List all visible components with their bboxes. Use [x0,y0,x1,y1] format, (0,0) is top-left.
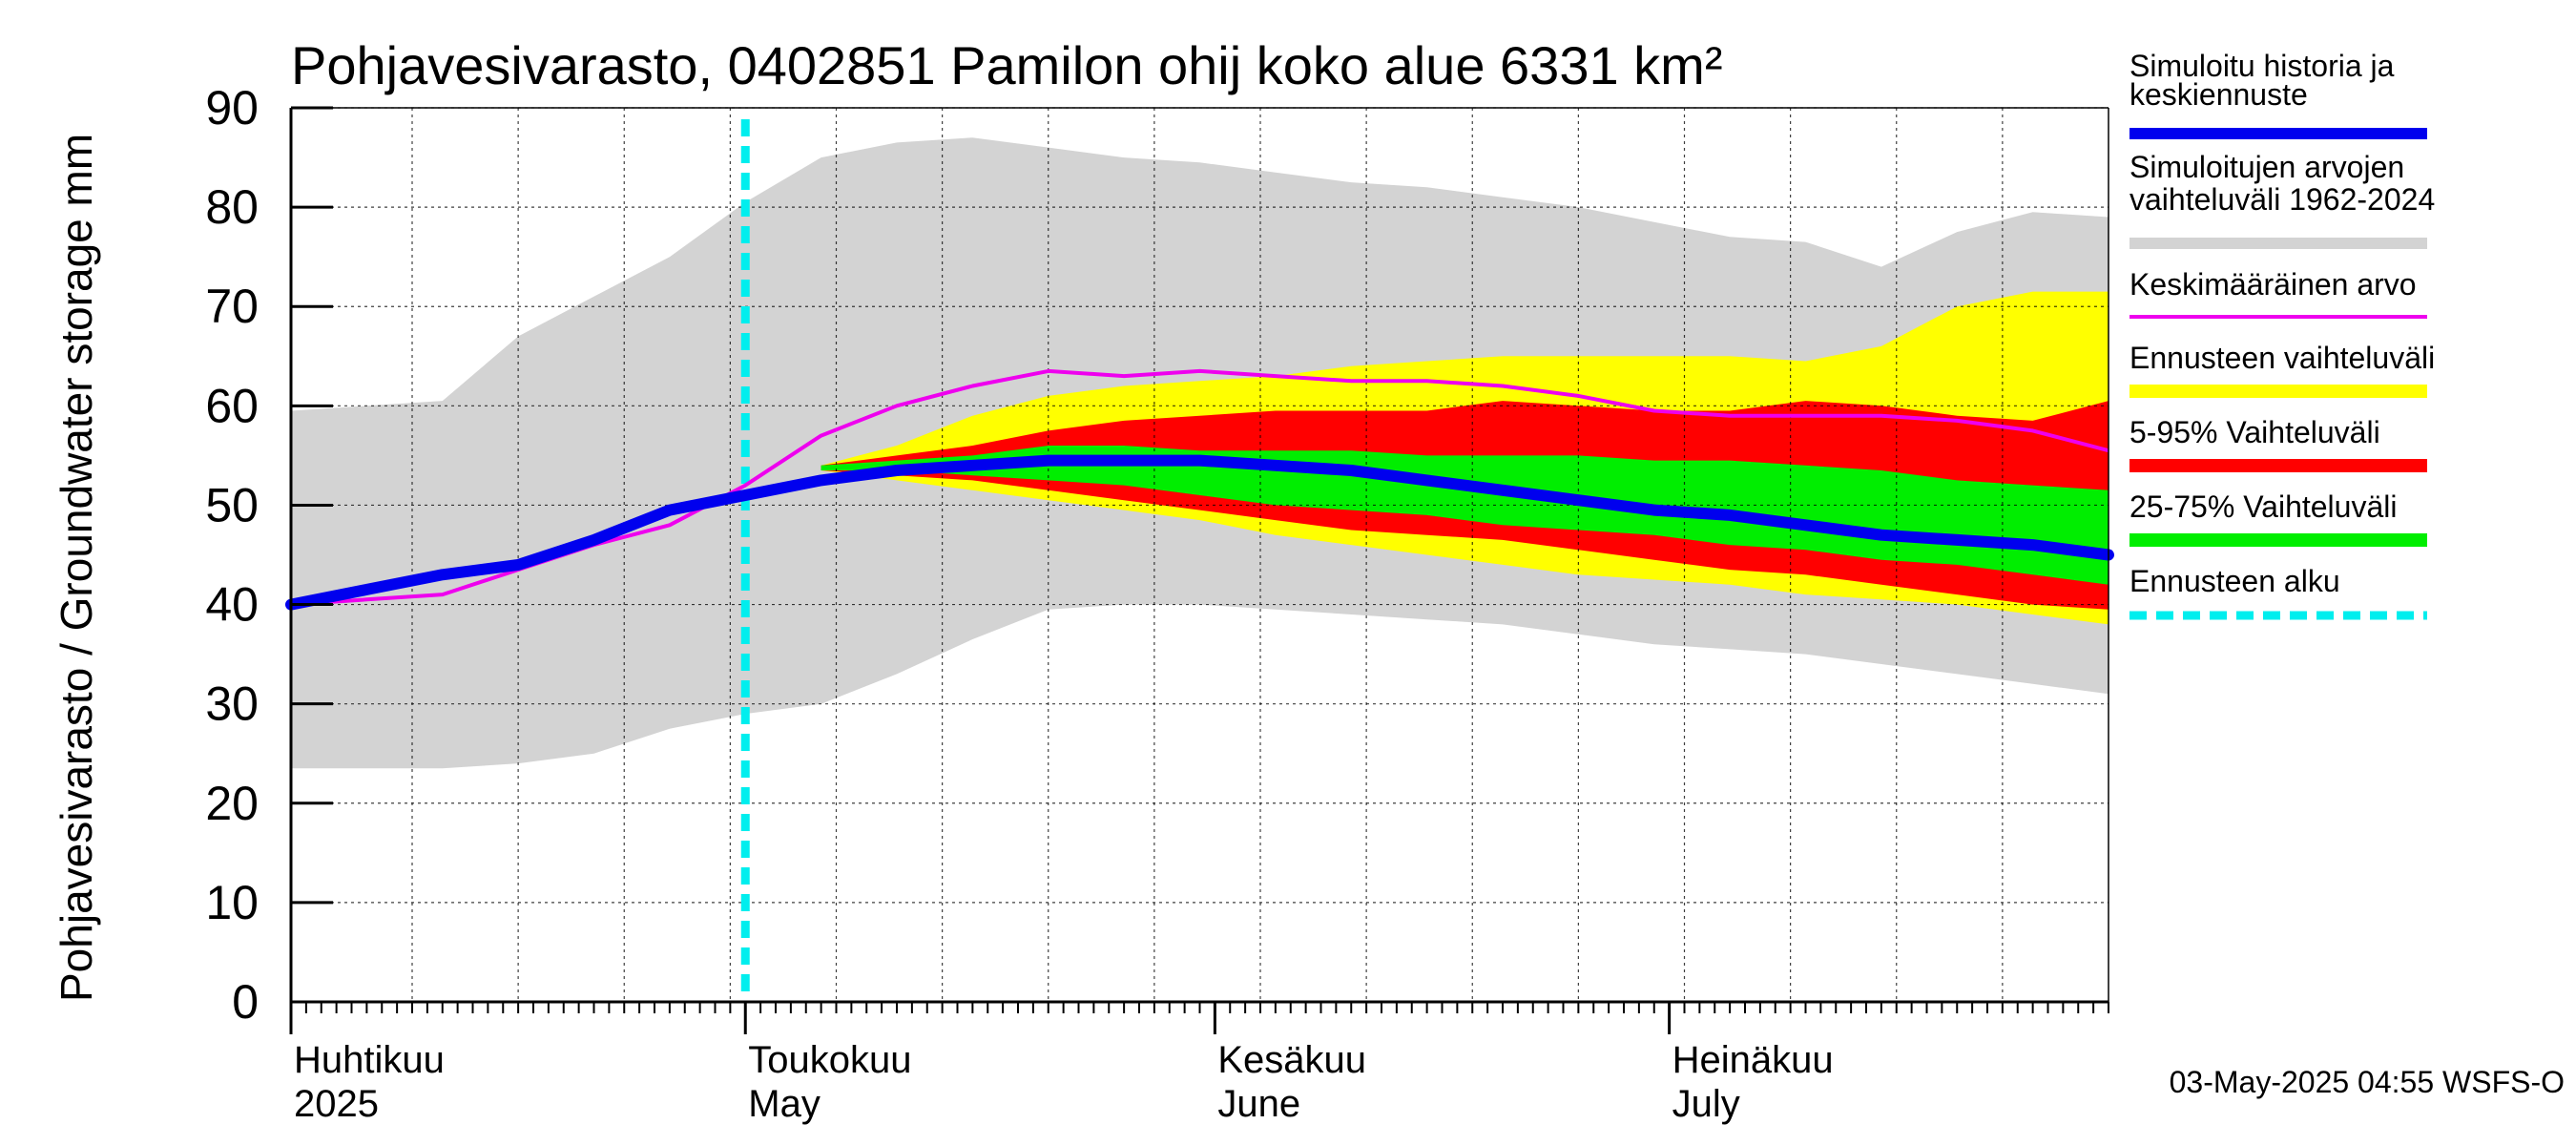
p25-75-band [821,446,2109,585]
y-tick-label: 20 [205,777,259,830]
y-tick-label: 50 [205,478,259,531]
y-tick-label: 40 [205,578,259,632]
legend-label: Simuloitujen arvojen [2129,150,2404,184]
simulated-forecast-line [285,454,2114,611]
axes-layer [289,106,2109,1034]
y-tick-label: 0 [232,975,259,1029]
legend-label: Simuloitu historia ja [2129,49,2395,83]
legend-label: 5-95% Vaihteluväli [2129,415,2380,449]
month-label-fi: Toukokuu [748,1039,911,1081]
y-tick-label: 70 [205,280,259,333]
month-label-fi: Kesäkuu [1217,1039,1366,1081]
y-tick-label: 30 [205,677,259,731]
legend-label: keskiennuste [2129,77,2308,112]
legend-label: Ennusteen alku [2129,564,2340,598]
month-label-en: May [748,1083,821,1125]
legend-label: Ennusteen vaihteluväli [2129,341,2435,375]
y-tick-label: 80 [205,180,259,234]
month-label-en: June [1217,1083,1300,1125]
lines-layer [285,119,2114,1002]
y-axis-label: Pohjavesivarasto / Groundwater storage m… [52,134,101,1002]
y-tick-label: 10 [205,876,259,929]
y-tick-label: 60 [205,379,259,432]
y-tick-label: 90 [205,81,259,135]
month-label-en: 2025 [294,1083,379,1125]
legend-label: vaihteluväli 1962-2024 [2129,182,2435,217]
footer-timestamp: 03-May-2025 04:55 WSFS-O [2170,1065,2565,1099]
chart-title: Pohjavesivarasto, 0402851 Pamilon ohij k… [291,35,1722,95]
legend-label: Keskimääräinen arvo [2129,267,2417,302]
legend-label: 25-75% Vaihteluväli [2129,489,2397,524]
y-tick-labels: 0 10 20 30 40 50 60 70 80 90 [205,81,259,1029]
month-label-en: July [1672,1083,1740,1125]
month-label-fi: Huhtikuu [294,1039,445,1081]
month-label-fi: Heinäkuu [1672,1039,1834,1081]
